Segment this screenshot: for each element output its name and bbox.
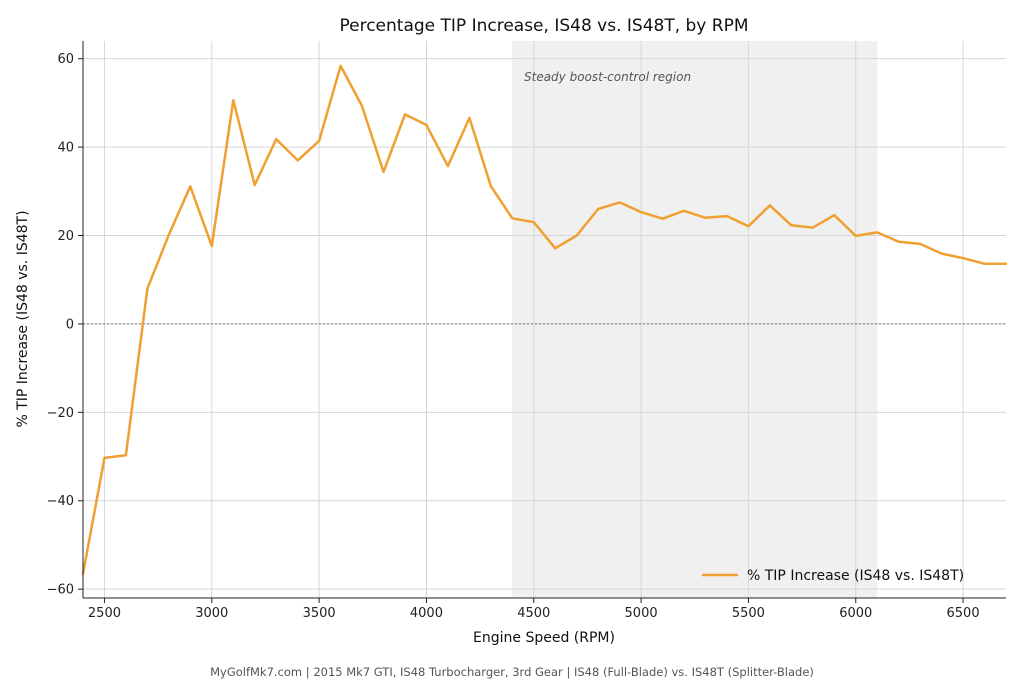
y-tick-label: −20 xyxy=(47,406,74,421)
y-tick-label: 40 xyxy=(57,141,74,156)
footer-caption: MyGolfMk7.com | 2015 Mk7 GTI, IS48 Turbo… xyxy=(210,665,814,679)
chart-title: Percentage TIP Increase, IS48 vs. IS48T,… xyxy=(339,16,748,36)
x-tick-label: 6000 xyxy=(839,606,872,621)
x-tick-label: 3000 xyxy=(195,606,228,621)
legend: % TIP Increase (IS48 vs. IS48T) xyxy=(702,568,964,584)
x-tick-label: 5000 xyxy=(625,606,658,621)
x-tick-label: 3500 xyxy=(303,606,336,621)
y-tick-label: 60 xyxy=(57,52,74,67)
series-line xyxy=(81,64,1008,575)
y-tick-label: −40 xyxy=(47,494,74,509)
y-axis-label: % TIP Increase (IS48 vs. IS48T) xyxy=(15,210,31,427)
x-tick-label: 4500 xyxy=(517,606,550,621)
shaded-region xyxy=(512,41,878,598)
y-tick-label: 20 xyxy=(57,229,74,244)
x-tick-label: 4000 xyxy=(410,606,443,621)
x-tick-label: 6500 xyxy=(947,606,980,621)
y-tick-label: 0 xyxy=(66,317,74,332)
x-tick-label: 2500 xyxy=(88,606,121,621)
x-axis-label: Engine Speed (RPM) xyxy=(473,630,615,646)
legend-label: % TIP Increase (IS48 vs. IS48T) xyxy=(747,568,964,584)
shaded-region-annotation: Steady boost-control region xyxy=(524,70,691,84)
y-tick-label: −60 xyxy=(47,583,74,598)
x-tick-label: 5500 xyxy=(732,606,765,621)
